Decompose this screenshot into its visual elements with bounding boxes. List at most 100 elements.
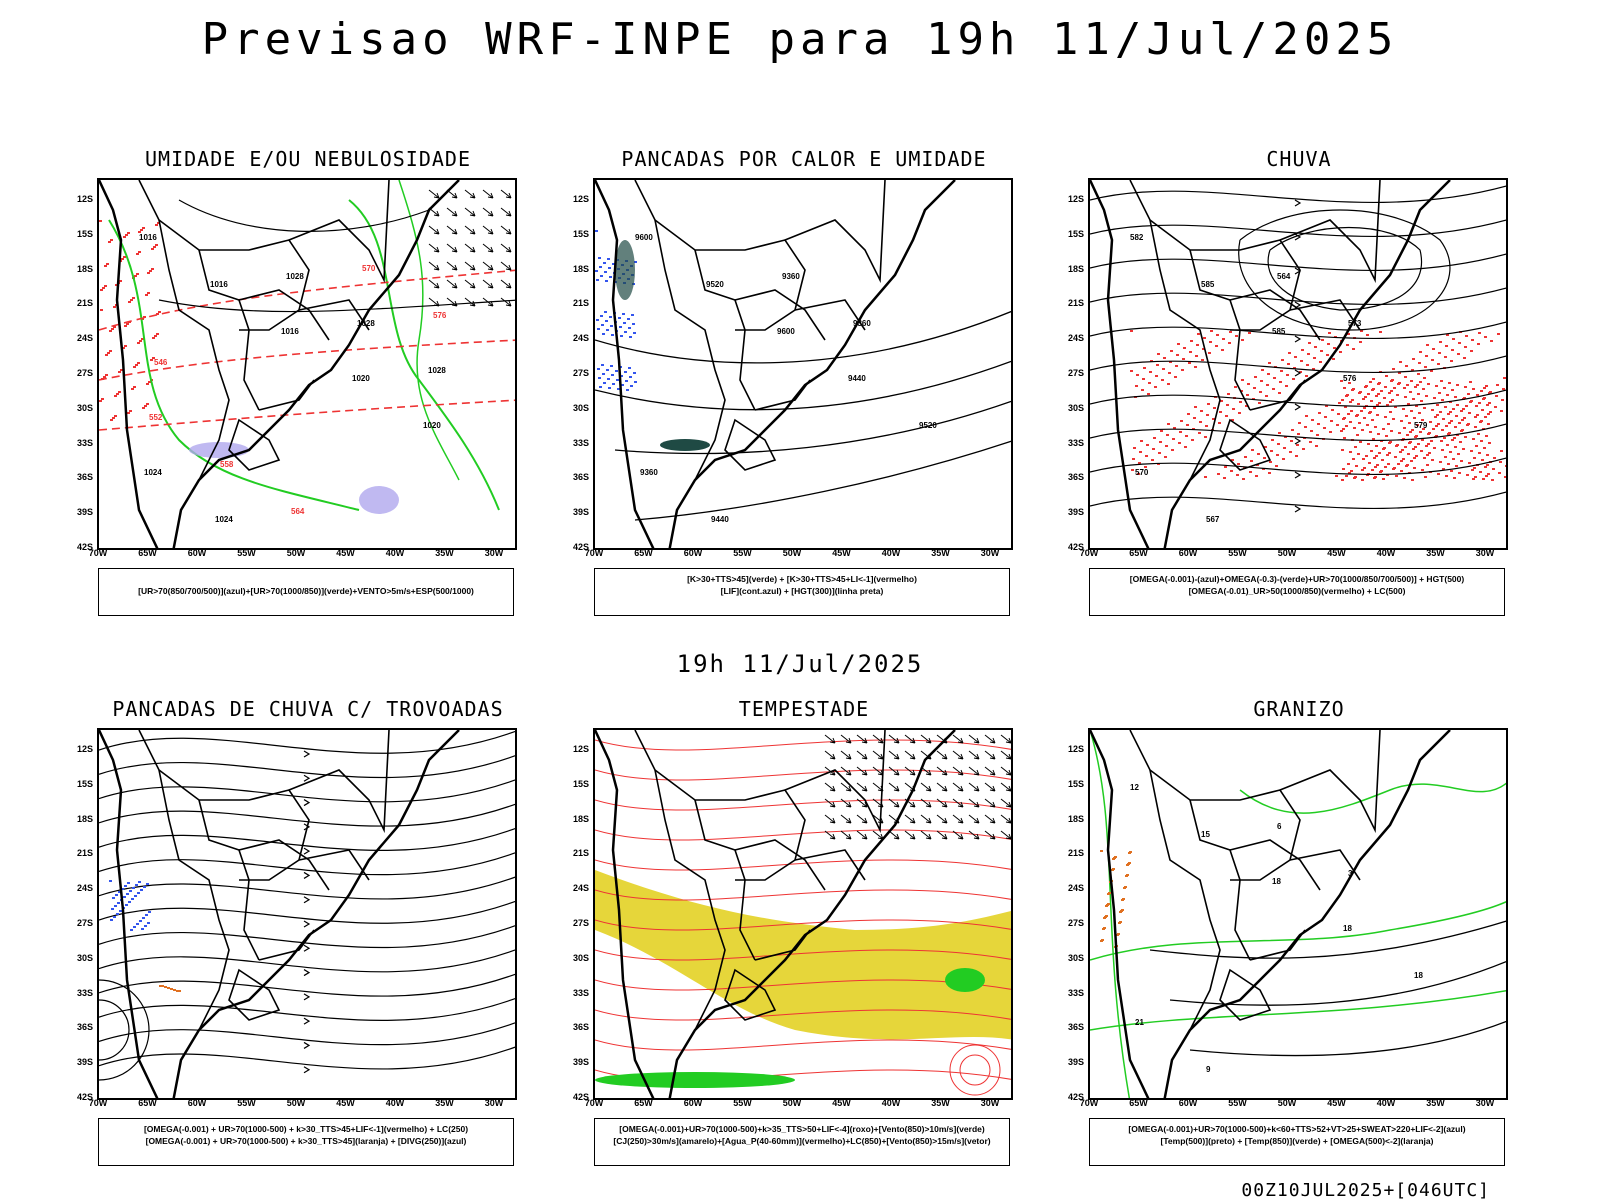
panel-legend: [OMEGA(-0.001)+UR>70(1000-500)+k>35_TTS>…	[594, 1118, 1010, 1166]
lon-tick-label: 40W	[385, 1098, 405, 1108]
contour-label: 1024	[144, 468, 162, 477]
panel-title: CHUVA	[1266, 147, 1332, 171]
lon-tick-label: 45W	[1327, 1098, 1346, 1108]
panel-title: UMIDADE E/OU NEBULOSIDADE	[144, 147, 472, 171]
lat-tick-label: 30S	[1067, 402, 1084, 413]
lat-tick-label: 21S	[1067, 848, 1084, 859]
contour-label: 576	[1343, 374, 1357, 383]
lon-tick-label: 60W	[187, 548, 207, 558]
lat-tick-label: 30S	[76, 402, 93, 413]
contour-label: 1020	[352, 374, 370, 383]
contour-label: 9440	[848, 374, 866, 383]
lon-tick-label: 45W	[336, 1098, 355, 1108]
lat-tick-label: 12S	[572, 194, 589, 204]
lat-tick-label: 27S	[572, 368, 589, 378]
lat-tick-label: 24S	[76, 333, 93, 344]
lon-tick-label: 55W	[1228, 548, 1247, 558]
contour-label: 567	[1206, 515, 1220, 524]
contour-label: 564	[291, 507, 305, 516]
lon-tick-label: 60W	[187, 1098, 207, 1108]
lat-tick-label: 39S	[1067, 507, 1084, 518]
lon-tick-label: 35W	[435, 548, 454, 558]
map-plot: 1016 1016 1016 1020 1020 1024 1024 1028 1028 1028…	[99, 180, 515, 548]
lon-tick-label: 60W	[683, 1098, 703, 1108]
lon-tick-label: 55W	[733, 548, 752, 558]
lat-tick-label: 18S	[76, 813, 93, 824]
lat-tick-label: 15S	[76, 228, 93, 239]
lat-tick-label: 42S	[572, 1092, 589, 1102]
panel-legend: [OMEGA(-0.001)+UR>70(1000-500)+k<60+TTS>…	[1089, 1118, 1505, 1166]
lon-tick-label: 35W	[1426, 1098, 1445, 1108]
lat-tick-label: 15S	[1067, 228, 1084, 239]
contour-label: 570	[1135, 468, 1149, 477]
lat-tick-label: 15S	[572, 778, 589, 789]
lon-tick-label: 30W	[980, 1098, 1000, 1108]
lon-tick-label: 50W	[1277, 548, 1297, 558]
lat-tick-label: 42S	[1067, 542, 1084, 552]
lat-tick-label: 18S	[76, 263, 93, 274]
contour-label: 1028	[286, 272, 304, 281]
lon-tick-label: 30W	[1475, 548, 1495, 558]
lat-tick-label: 33S	[1067, 437, 1084, 448]
lat-tick-label: 33S	[1067, 987, 1084, 998]
lat-tick-label: 24S	[572, 883, 589, 894]
lat-tick-label: 27S	[76, 368, 93, 378]
legend-line: [OMEGA(-0.001)+UR>70(1000-500)+k<60+TTS>…	[1128, 1124, 1466, 1134]
contour-label: 6	[1277, 822, 1282, 831]
lon-tick-label: 45W	[832, 548, 851, 558]
lon-tick-label: 30W	[484, 548, 504, 558]
map-plot	[99, 730, 515, 1098]
contour-label: 573	[1348, 319, 1362, 328]
lat-tick-label: 21S	[572, 298, 589, 309]
lat-tick-label: 39S	[76, 1057, 93, 1068]
contour-label: 9360	[853, 319, 871, 328]
lat-tick-label: 39S	[572, 507, 589, 518]
lat-tick-label: 30S	[1067, 952, 1084, 963]
lon-tick-label: 65W	[1129, 1098, 1148, 1108]
lon-tick-label: 30W	[1475, 1098, 1495, 1108]
lat-tick-label: 39S	[572, 1057, 589, 1068]
lat-tick-label: 36S	[76, 472, 93, 483]
lat-tick-label: 21S	[76, 298, 93, 309]
lon-tick-label: 70W	[88, 1098, 108, 1108]
contour-label: 1016	[139, 233, 157, 242]
contour-label: 9440	[711, 515, 729, 524]
lat-tick-label: 24S	[76, 883, 93, 894]
lon-tick-label: 65W	[138, 548, 157, 558]
lat-tick-label: 36S	[76, 1022, 93, 1033]
lon-tick-label: 45W	[1327, 548, 1346, 558]
lon-tick-label: 55W	[237, 1098, 256, 1108]
lat-tick-label: 27S	[76, 918, 93, 928]
lat-tick-label: 18S	[572, 813, 589, 824]
lat-tick-label: 33S	[572, 987, 589, 998]
lat-tick-label: 24S	[1067, 883, 1084, 894]
forecast-map: 12 15 18 18 18 21 9 6 3	[1088, 728, 1508, 1100]
contour-label: 585	[1272, 327, 1286, 336]
lat-tick-label: 21S	[1067, 298, 1084, 309]
mid-title: 19h 11/Jul/2025	[676, 650, 924, 678]
lon-tick-label: 45W	[832, 1098, 851, 1108]
lat-tick-label: 36S	[1067, 1022, 1084, 1033]
lat-tick-label: 33S	[76, 987, 93, 998]
lon-tick-label: 35W	[435, 1098, 454, 1108]
lon-tick-label: 50W	[286, 548, 306, 558]
lon-tick-label: 70W	[88, 548, 108, 558]
lon-tick-label: 30W	[484, 1098, 504, 1108]
contour-label: 9	[1206, 1065, 1211, 1074]
lat-tick-label: 24S	[572, 333, 589, 344]
legend-line: [Temp(500)](preto) + [Temp(850)](verde) …	[1160, 1136, 1434, 1146]
lat-tick-label: 27S	[572, 918, 589, 928]
forecast-map: 582 585 585 576 579 570 567 564 573	[1088, 178, 1508, 550]
lat-tick-label: 30S	[572, 952, 589, 963]
panel-legend: [K>30+TTS>45](verde) + [K>30+TTS>45+LI<-…	[594, 568, 1010, 616]
lat-tick-label: 36S	[1067, 472, 1084, 483]
forecast-map	[97, 728, 517, 1100]
lat-tick-label: 12S	[76, 744, 93, 754]
map-plot: 12 15 18 18 18 21 9 6 3	[1090, 730, 1506, 1098]
lat-tick-label: 36S	[572, 472, 589, 483]
contour-label: 3	[1348, 869, 1353, 878]
contour-label: 564	[1277, 272, 1291, 281]
map-plot: 582 585 585 576 579 570 567 564 573	[1090, 180, 1506, 548]
lon-tick-label: 35W	[931, 1098, 950, 1108]
contour-label: 1016	[281, 327, 299, 336]
